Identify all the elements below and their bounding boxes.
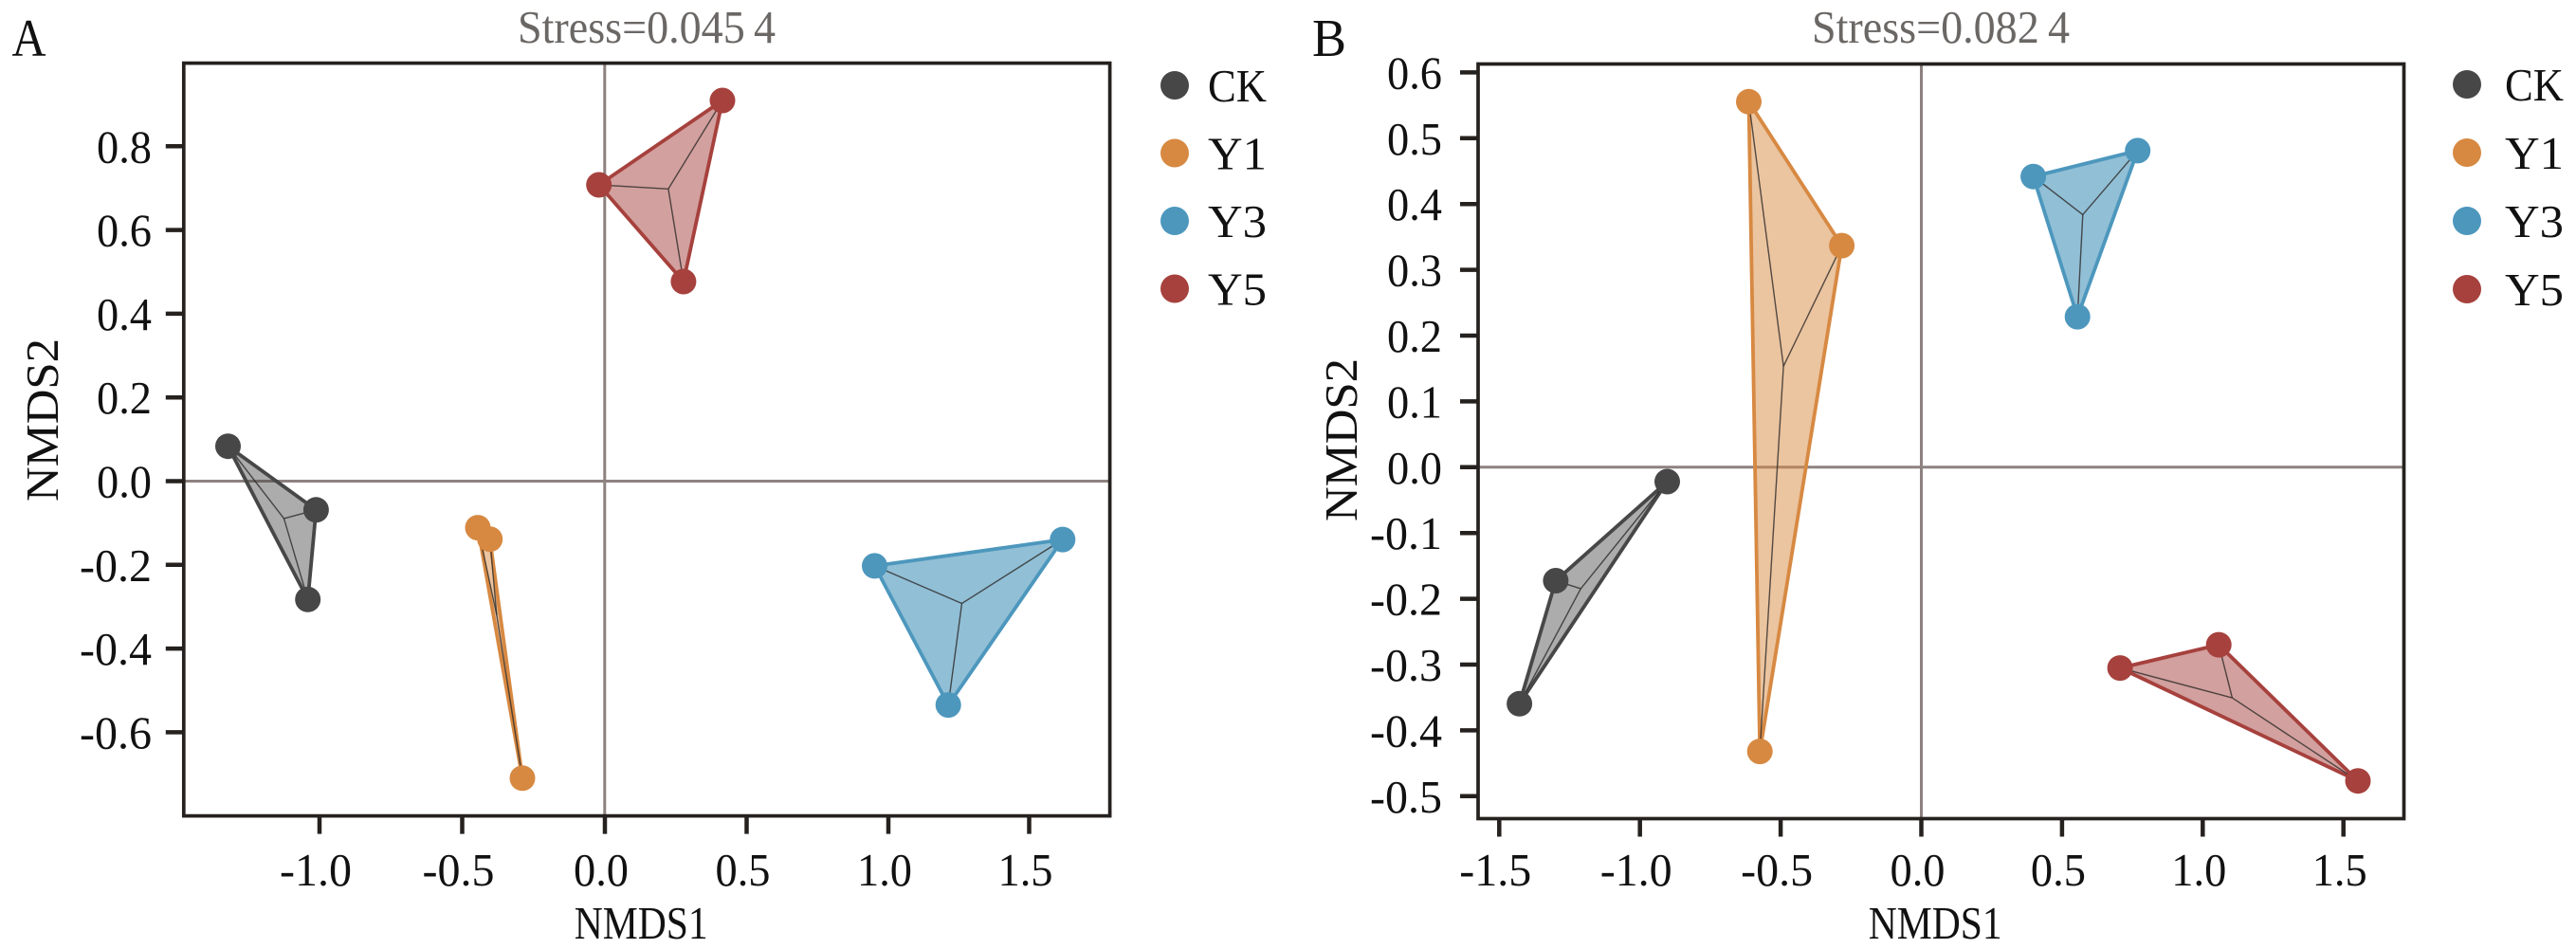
svg-text:-0.5: -0.5	[1370, 771, 1442, 823]
svg-text:-0.5: -0.5	[1741, 844, 1813, 896]
svg-text:0.5: 0.5	[1387, 113, 1442, 165]
svg-text:CK: CK	[1208, 60, 1267, 112]
svg-text:0.0: 0.0	[574, 844, 629, 896]
svg-text:0.4: 0.4	[1387, 178, 1442, 230]
svg-text:CK: CK	[2505, 59, 2564, 111]
svg-text:-0.1: -0.1	[1370, 507, 1442, 559]
svg-text:-0.2: -0.2	[80, 539, 152, 592]
svg-text:-1.0: -1.0	[1600, 844, 1672, 896]
svg-text:0.1: 0.1	[1387, 375, 1442, 428]
svg-text:1.5: 1.5	[2312, 844, 2367, 896]
svg-text:-0.4: -0.4	[80, 623, 152, 675]
svg-text:-0.5: -0.5	[423, 844, 495, 896]
svg-text:Y3: Y3	[2505, 195, 2564, 247]
svg-text:0.0: 0.0	[97, 456, 152, 508]
svg-text:0.2: 0.2	[1387, 310, 1442, 362]
svg-text:0.5: 0.5	[716, 844, 771, 896]
svg-text:Y1: Y1	[2505, 127, 2564, 179]
svg-text:0.0: 0.0	[1891, 844, 1946, 896]
svg-text:Y1: Y1	[1208, 128, 1267, 180]
svg-text:Stress=0.045 4: Stress=0.045 4	[518, 1, 776, 53]
svg-text:NMDS1: NMDS1	[575, 897, 708, 949]
svg-text:NMDS1: NMDS1	[1869, 897, 2002, 949]
svg-text:Y5: Y5	[1208, 264, 1267, 316]
svg-text:0.6: 0.6	[1387, 46, 1442, 99]
svg-text:-1.0: -1.0	[280, 844, 352, 896]
svg-text:1.0: 1.0	[2171, 844, 2226, 896]
svg-text:0.2: 0.2	[97, 372, 152, 424]
svg-text:-1.5: -1.5	[1459, 844, 1531, 896]
svg-text:Y3: Y3	[1208, 195, 1267, 247]
svg-text:NMDS2: NMDS2	[16, 338, 68, 502]
svg-text:Y5: Y5	[2505, 264, 2564, 316]
svg-text:-0.6: -0.6	[80, 706, 152, 758]
svg-text:-0.4: -0.4	[1370, 704, 1442, 757]
svg-text:0.4: 0.4	[97, 288, 152, 340]
svg-text:-0.2: -0.2	[1370, 574, 1442, 626]
svg-text:Stress=0.082 4: Stress=0.082 4	[1812, 1, 2070, 53]
svg-text:0.5: 0.5	[2031, 844, 2086, 896]
svg-text:NMDS2: NMDS2	[1315, 358, 1367, 521]
svg-text:0.6: 0.6	[97, 205, 152, 257]
svg-text:-0.3: -0.3	[1370, 639, 1442, 691]
svg-text:1.0: 1.0	[857, 844, 912, 896]
svg-text:0.0: 0.0	[1387, 442, 1442, 494]
svg-text:1.5: 1.5	[998, 844, 1053, 896]
svg-text:A: A	[12, 9, 46, 68]
svg-text:B: B	[1312, 9, 1346, 68]
svg-text:0.8: 0.8	[97, 120, 152, 173]
svg-text:0.3: 0.3	[1387, 245, 1442, 297]
